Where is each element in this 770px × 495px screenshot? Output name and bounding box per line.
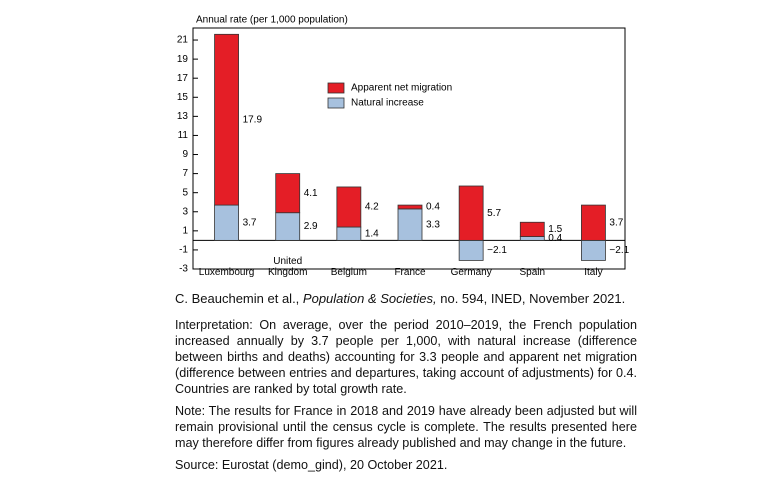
bar-segment bbox=[581, 239, 606, 261]
x-tick-label: United Kingdom bbox=[267, 256, 308, 278]
x-tick-label: Germany bbox=[450, 267, 492, 278]
y-axis-title: Annual rate (per 1,000 population) bbox=[196, 15, 348, 26]
value-label: 17.9 bbox=[243, 114, 263, 125]
bar-segment bbox=[519, 221, 545, 237]
y-tick-label: 11 bbox=[178, 130, 189, 141]
bar-segment bbox=[336, 186, 362, 228]
x-tick-label: Spain bbox=[519, 267, 546, 278]
y-tick-label: 3 bbox=[182, 206, 188, 217]
y-tick-label: 9 bbox=[182, 149, 188, 160]
bar-segment bbox=[214, 204, 239, 241]
citation-journal: Population & Societies, bbox=[302, 291, 437, 306]
x-tick-label: Belgium bbox=[330, 267, 367, 278]
citation-issue: no. 594, INED, November 2021. bbox=[440, 291, 626, 306]
value-label: −2.1 bbox=[609, 245, 629, 256]
value-label: −2.1 bbox=[487, 245, 507, 256]
value-label: 3.7 bbox=[609, 217, 623, 228]
y-tick-label: 19 bbox=[177, 54, 189, 65]
y-tick-label: -1 bbox=[179, 245, 188, 256]
value-label: 3.3 bbox=[426, 219, 440, 230]
x-tick-label: Italy bbox=[584, 267, 603, 278]
y-tick-label: 21 bbox=[177, 35, 189, 46]
y-tick-label: 13 bbox=[177, 111, 189, 122]
bar-segment bbox=[397, 204, 423, 210]
y-tick-label: 7 bbox=[182, 168, 188, 179]
legend-swatch bbox=[327, 97, 345, 109]
source: Source: Eurostat (demo_gind), 20 October… bbox=[175, 458, 448, 472]
legend-label: Natural increase bbox=[351, 98, 424, 109]
interpretation: Interpretation: On average, over the per… bbox=[175, 318, 637, 396]
value-label: 2.9 bbox=[304, 221, 318, 232]
legend-label: Apparent net migration bbox=[351, 83, 452, 94]
plot-frame bbox=[192, 27, 626, 270]
legend-swatch bbox=[327, 82, 345, 94]
bar-segment bbox=[275, 173, 301, 214]
notes: C. Beauchemin et al., Population & Socie… bbox=[175, 291, 637, 479]
x-tick-label: France bbox=[394, 267, 426, 278]
y-tick-label: 5 bbox=[182, 187, 188, 198]
bar-segment bbox=[336, 226, 362, 241]
y-tick-label: 15 bbox=[177, 92, 189, 103]
x-tick-label: Luxembourg bbox=[198, 267, 255, 278]
citation: C. Beauchemin et al., Population & Socie… bbox=[175, 291, 637, 307]
value-label: 1.4 bbox=[365, 228, 379, 239]
value-label: 5.7 bbox=[487, 208, 501, 219]
bar-segment bbox=[458, 239, 484, 261]
bar-segment bbox=[581, 204, 606, 241]
value-label: 0.4 bbox=[548, 233, 562, 244]
y-tick-label: -3 bbox=[179, 264, 188, 275]
value-label: 4.1 bbox=[304, 188, 318, 199]
bar-segment bbox=[214, 33, 239, 206]
citation-authors: C. Beauchemin et al., bbox=[175, 291, 300, 306]
bar-segment bbox=[275, 212, 301, 241]
note: Note: The results for France in 2018 and… bbox=[175, 404, 637, 450]
bar-segment bbox=[397, 208, 423, 241]
bar-segment bbox=[519, 236, 545, 241]
y-tick-label: 17 bbox=[177, 73, 189, 84]
y-tick-label: 1 bbox=[182, 225, 188, 236]
value-label: 0.4 bbox=[426, 202, 440, 213]
bar-segment bbox=[458, 185, 484, 241]
value-label: 1.5 bbox=[548, 224, 562, 235]
value-label: 4.2 bbox=[365, 202, 379, 213]
value-label: 3.7 bbox=[243, 217, 257, 228]
